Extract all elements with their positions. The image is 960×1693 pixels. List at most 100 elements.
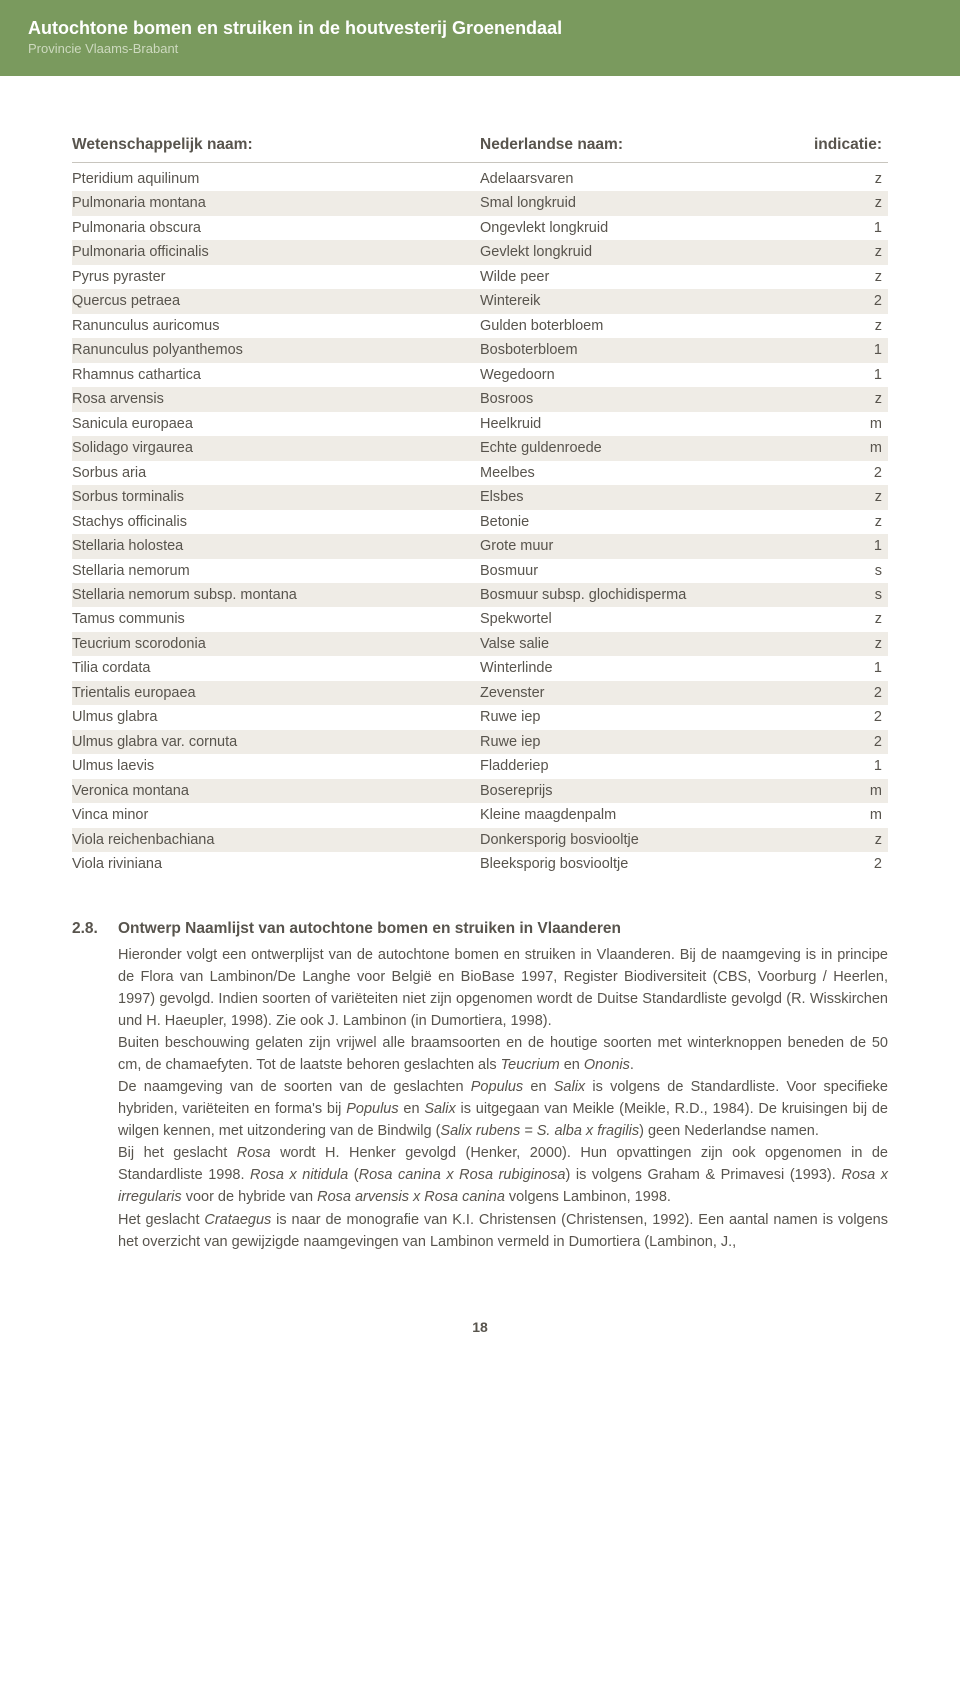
cell-scientific: Pulmonaria montana xyxy=(72,192,480,214)
cell-dutch: Valse salie xyxy=(480,633,806,655)
cell-scientific: Quercus petraea xyxy=(72,290,480,312)
cell-dutch: Bleeksporig bosviooltje xyxy=(480,853,806,875)
table-row: Teucrium scorodoniaValse saliez xyxy=(72,632,888,656)
header-title: Autochtone bomen en struiken in de houtv… xyxy=(28,18,932,39)
cell-indication: 2 xyxy=(806,706,888,728)
cell-indication: z xyxy=(806,486,888,508)
cell-indication: 2 xyxy=(806,731,888,753)
cell-dutch: Wilde peer xyxy=(480,266,806,288)
table-row: Trientalis europaeaZevenster2 xyxy=(72,681,888,705)
cell-scientific: Trientalis europaea xyxy=(72,682,480,704)
cell-scientific: Sorbus torminalis xyxy=(72,486,480,508)
table-row: Tamus communisSpekwortelz xyxy=(72,607,888,631)
cell-indication: m xyxy=(806,780,888,802)
cell-indication: 1 xyxy=(806,535,888,557)
cell-scientific: Stellaria nemorum subsp. montana xyxy=(72,584,480,606)
cell-dutch: Betonie xyxy=(480,511,806,533)
table-header-row: Wetenschappelijk naam: Nederlandse naam:… xyxy=(72,136,888,163)
cell-dutch: Donkersporig bosviooltje xyxy=(480,829,806,851)
cell-dutch: Elsbes xyxy=(480,486,806,508)
table-row: Ulmus glabra var. cornutaRuwe iep2 xyxy=(72,730,888,754)
table-row: Pyrus pyrasterWilde peerz xyxy=(72,265,888,289)
cell-indication: m xyxy=(806,437,888,459)
cell-dutch: Gulden boterbloem xyxy=(480,315,806,337)
cell-dutch: Heelkruid xyxy=(480,413,806,435)
cell-scientific: Ulmus glabra xyxy=(72,706,480,728)
table-row: Sorbus ariaMeelbes2 xyxy=(72,461,888,485)
th-indication: indicatie: xyxy=(806,136,888,154)
cell-dutch: Spekwortel xyxy=(480,608,806,630)
cell-indication: z xyxy=(806,388,888,410)
cell-indication: z xyxy=(806,241,888,263)
th-dutch: Nederlandse naam: xyxy=(480,136,806,154)
cell-indication: s xyxy=(806,560,888,582)
cell-dutch: Bosmuur xyxy=(480,560,806,582)
table-row: Viola rivinianaBleeksporig bosviooltje2 xyxy=(72,852,888,876)
table-row: Stachys officinalisBetoniez xyxy=(72,510,888,534)
cell-scientific: Ulmus laevis xyxy=(72,755,480,777)
cell-dutch: Bosmuur subsp. glochidisperma xyxy=(480,584,806,606)
table-row: Stellaria nemorum subsp. montanaBosmuur … xyxy=(72,583,888,607)
section-paragraph: Het geslacht Crataegus is naar de monogr… xyxy=(118,1209,888,1253)
cell-dutch: Bosereprijs xyxy=(480,780,806,802)
cell-dutch: Bosboterbloem xyxy=(480,339,806,361)
cell-scientific: Viola reichenbachiana xyxy=(72,829,480,851)
page-number: 18 xyxy=(0,1293,960,1365)
cell-dutch: Grote muur xyxy=(480,535,806,557)
table-row: Stellaria holosteaGrote muur1 xyxy=(72,534,888,558)
th-scientific: Wetenschappelijk naam: xyxy=(72,136,480,154)
cell-indication: 1 xyxy=(806,339,888,361)
table-row: Ranunculus polyanthemosBosboterbloem1 xyxy=(72,338,888,362)
cell-indication: z xyxy=(806,266,888,288)
table-row: Pulmonaria obscuraOngevlekt longkruid1 xyxy=(72,216,888,240)
section-body: Hieronder volgt een ontwerplijst van de … xyxy=(118,944,888,1252)
cell-scientific: Ranunculus auricomus xyxy=(72,315,480,337)
header-subtitle: Provincie Vlaams-Brabant xyxy=(28,41,932,56)
cell-scientific: Ulmus glabra var. cornuta xyxy=(72,731,480,753)
cell-dutch: Meelbes xyxy=(480,462,806,484)
cell-scientific: Tilia cordata xyxy=(72,657,480,679)
page-header: Autochtone bomen en struiken in de houtv… xyxy=(0,0,960,76)
table-row: Rosa arvensisBosroosz xyxy=(72,387,888,411)
cell-scientific: Tamus communis xyxy=(72,608,480,630)
cell-scientific: Rhamnus cathartica xyxy=(72,364,480,386)
cell-scientific: Vinca minor xyxy=(72,804,480,826)
section-paragraph: Bij het geslacht Rosa wordt H. Henker ge… xyxy=(118,1142,888,1208)
cell-scientific: Pulmonaria obscura xyxy=(72,217,480,239)
cell-indication: z xyxy=(806,829,888,851)
table-row: Pulmonaria officinalisGevlekt longkruidz xyxy=(72,240,888,264)
cell-dutch: Echte guldenroede xyxy=(480,437,806,459)
cell-scientific: Stachys officinalis xyxy=(72,511,480,533)
cell-scientific: Pteridium aquilinum xyxy=(72,168,480,190)
cell-indication: m xyxy=(806,413,888,435)
cell-indication: s xyxy=(806,584,888,606)
table-row: Vinca minorKleine maagdenpalmm xyxy=(72,803,888,827)
cell-dutch: Gevlekt longkruid xyxy=(480,241,806,263)
table-row: Veronica montanaBosereprijsm xyxy=(72,779,888,803)
cell-scientific: Veronica montana xyxy=(72,780,480,802)
section-title: Ontwerp Naamlijst van autochtone bomen e… xyxy=(118,917,621,941)
cell-indication: 2 xyxy=(806,853,888,875)
table-row: Solidago virgaureaEchte guldenroedem xyxy=(72,436,888,460)
cell-indication: z xyxy=(806,633,888,655)
cell-indication: z xyxy=(806,511,888,533)
cell-indication: 2 xyxy=(806,290,888,312)
cell-indication: 2 xyxy=(806,462,888,484)
table-row: Quercus petraeaWintereik2 xyxy=(72,289,888,313)
cell-dutch: Winterlinde xyxy=(480,657,806,679)
cell-dutch: Fladderiep xyxy=(480,755,806,777)
page-content: Wetenschappelijk naam: Nederlandse naam:… xyxy=(0,76,960,1293)
species-table-body: Pteridium aquilinumAdelaarsvarenzPulmona… xyxy=(72,167,888,877)
section-paragraph: Hieronder volgt een ontwerplijst van de … xyxy=(118,944,888,1032)
cell-indication: 1 xyxy=(806,657,888,679)
table-row: Tilia cordataWinterlinde1 xyxy=(72,656,888,680)
table-row: Stellaria nemorumBosmuurs xyxy=(72,559,888,583)
cell-indication: 1 xyxy=(806,217,888,239)
section-paragraph: Buiten beschouwing gelaten zijn vrijwel … xyxy=(118,1032,888,1076)
cell-scientific: Sanicula europaea xyxy=(72,413,480,435)
cell-scientific: Rosa arvensis xyxy=(72,388,480,410)
cell-indication: z xyxy=(806,608,888,630)
cell-scientific: Teucrium scorodonia xyxy=(72,633,480,655)
cell-dutch: Ruwe iep xyxy=(480,731,806,753)
cell-scientific: Pulmonaria officinalis xyxy=(72,241,480,263)
